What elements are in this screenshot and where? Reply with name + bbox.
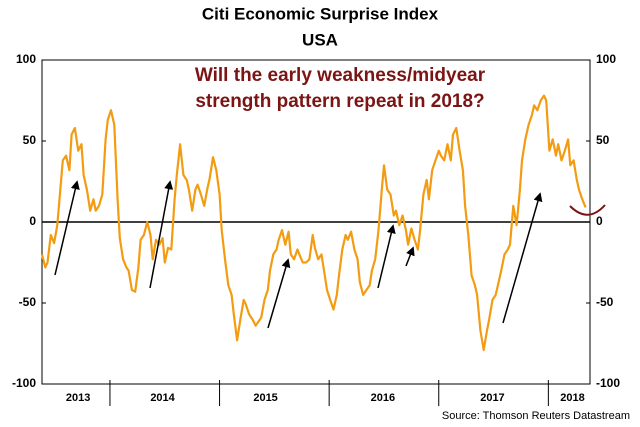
y-tick-label: 50 [23, 133, 37, 147]
y2-tick-label: 100 [596, 52, 616, 66]
x-tick-label: 2015 [253, 392, 277, 404]
arrow [54, 180, 80, 276]
x-tick-label: 2016 [371, 392, 395, 404]
y2-tick-label: -50 [596, 295, 614, 309]
y2-tick-label: 0 [596, 214, 603, 228]
annotation: Will the early weakness/midyear [195, 65, 486, 86]
x-tick-label: 2013 [66, 392, 90, 404]
projection-curve [569, 204, 606, 216]
arrow [377, 224, 396, 289]
arrow [149, 180, 174, 289]
arrows [54, 180, 606, 329]
chart-subtitle: USA [302, 30, 338, 49]
chart-title: Citi Economic Surprise Index [202, 4, 439, 23]
arrow [502, 192, 543, 324]
arrow [267, 258, 291, 329]
plot-area: -100 -50 0 50 100 -100 -50 0 50 100 2013 2014 2015 20… [12, 52, 620, 406]
y-tick-label: -50 [19, 295, 37, 309]
data-line [40, 94, 587, 352]
arrow [405, 246, 415, 267]
source-note: Source: Thomson Reuters Datastream [442, 410, 630, 422]
y-tick-label: 100 [16, 52, 36, 66]
y-tick-label: 0 [29, 214, 36, 228]
annotation: strength pattern repeat in 2018? [195, 91, 484, 112]
x-tick-label: 2017 [480, 392, 504, 404]
x-tick-label: 2018 [560, 392, 584, 404]
x-tick-label: 2014 [150, 392, 175, 404]
y2-tick-label: -100 [596, 376, 620, 390]
y2-tick-label: 50 [596, 133, 610, 147]
y-tick-label: -100 [12, 376, 36, 390]
